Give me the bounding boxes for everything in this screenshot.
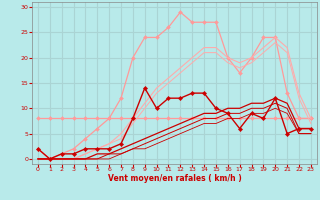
X-axis label: Vent moyen/en rafales ( km/h ): Vent moyen/en rafales ( km/h ) xyxy=(108,174,241,183)
